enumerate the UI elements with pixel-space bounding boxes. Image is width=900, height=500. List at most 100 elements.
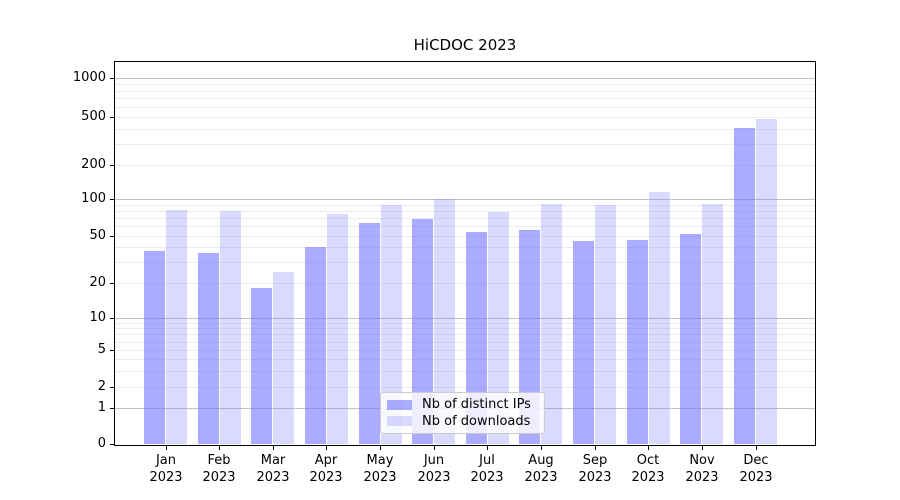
minor-gridline-50 [115,236,815,237]
x-tick-label-dec-2023: Dec 2023 [726,452,786,486]
bar-nb-of-distinct-ips-jun-2023 [412,218,434,444]
x-tick-year: 2023 [631,470,665,485]
x-tick-year: 2023 [417,470,451,485]
x-tick-year: 2023 [256,470,290,485]
y-tick-mark-10 [110,318,114,319]
x-tick-mark-8 [541,446,542,450]
minor-gridline-3 [115,371,815,372]
minor-gridline-700 [115,98,815,99]
bar-nb-of-downloads-may-2023 [380,205,402,444]
bar-nb-of-distinct-ips-dec-2023 [734,128,756,444]
x-tick-month: Aug [528,453,554,468]
y-tick-mark-100 [110,199,114,200]
x-tick-year: 2023 [309,470,343,485]
y-tick-label-200: 200 [81,157,106,172]
bar-nb-of-downloads-jun-2023 [434,198,456,444]
major-gridline-1000 [115,78,815,79]
x-tick-month: Mar [260,453,286,468]
x-tick-year: 2023 [578,470,612,485]
minor-gridline-200 [115,165,815,166]
y-tick-mark-200 [110,165,114,166]
x-tick-month: Oct [636,453,660,468]
legend-swatch-distinct-ips [387,399,412,410]
x-tick-mark-3 [273,446,274,450]
y-tick-label-5: 5 [97,342,106,357]
minor-gridline-9 [115,323,815,324]
minor-gridline-60 [115,226,815,227]
x-tick-label-nov-2023: Nov 2023 [672,452,732,486]
legend-swatch-downloads [387,416,412,427]
x-tick-mark-1 [166,446,167,450]
legend-item-distinct-ips: Nb of distinct IPs [387,397,536,412]
y-tick-mark-50 [110,236,114,237]
legend-item-downloads: Nb of downloads [387,414,536,429]
x-tick-year: 2023 [470,470,504,485]
bar-nb-of-distinct-ips-nov-2023 [680,233,702,444]
bar-nb-of-downloads-feb-2023 [219,210,241,444]
bar-nb-of-distinct-ips-sep-2023 [573,241,595,444]
x-tick-year: 2023 [202,470,236,485]
x-tick-label-sep-2023: Sep 2023 [565,452,625,486]
x-tick-month: May [366,453,394,468]
bar-nb-of-downloads-oct-2023 [648,192,670,444]
minor-gridline-70 [115,218,815,219]
bar-nb-of-downloads-mar-2023 [273,271,295,444]
minor-gridline-7 [115,334,815,335]
x-tick-label-feb-2023: Feb 2023 [189,452,249,486]
minor-gridline-4 [115,359,815,360]
x-tick-year: 2023 [739,470,773,485]
y-tick-mark-20 [110,283,114,284]
y-tick-mark-1000 [110,78,114,79]
legend-label-downloads: Nb of downloads [422,413,531,429]
x-tick-month: Sep [582,453,608,468]
y-tick-mark-5 [110,350,114,351]
x-tick-mark-7 [487,446,488,450]
y-tick-mark-1 [110,408,114,409]
minor-gridline-30 [115,262,815,263]
bar-nb-of-distinct-ips-mar-2023 [251,288,273,444]
y-tick-label-50: 50 [89,228,106,243]
x-tick-month: Apr [314,453,338,468]
y-tick-label-1: 1 [97,400,106,415]
minor-gridline-6 [115,342,815,343]
y-tick-label-1000: 1000 [72,70,106,85]
bar-nb-of-distinct-ips-feb-2023 [197,252,219,444]
x-tick-mark-5 [380,446,381,450]
bar-nb-of-downloads-aug-2023 [541,204,563,444]
x-tick-year: 2023 [149,470,183,485]
minor-gridline-900 [115,84,815,85]
y-tick-label-0: 0 [97,436,106,451]
x-tick-month: Feb [207,453,231,468]
bar-nb-of-distinct-ips-jan-2023 [144,251,165,444]
x-tick-year: 2023 [363,470,397,485]
x-tick-label-apr-2023: Apr 2023 [296,452,356,486]
y-tick-mark-0 [110,444,114,445]
bar-nb-of-downloads-sep-2023 [595,204,617,444]
major-gridline-100 [115,199,815,200]
y-tick-label-500: 500 [81,109,106,124]
y-tick-mark-2 [110,387,114,388]
bar-nb-of-distinct-ips-oct-2023 [626,240,648,444]
minor-gridline-300 [115,144,815,145]
bar-nb-of-distinct-ips-apr-2023 [304,247,326,444]
minor-gridline-400 [115,129,815,130]
minor-gridline-90 [115,205,815,206]
bar-nb-of-downloads-jan-2023 [166,210,187,444]
minor-gridline-20 [115,283,815,284]
bar-nb-of-distinct-ips-aug-2023 [519,229,541,444]
bar-nb-of-distinct-ips-may-2023 [358,222,380,444]
x-tick-mark-2 [219,446,220,450]
y-tick-label-100: 100 [81,191,106,206]
bar-nb-of-downloads-apr-2023 [326,213,348,444]
chart-title: HiCDOC 2023 [413,36,517,54]
bar-nb-of-downloads-nov-2023 [702,204,724,444]
x-tick-label-aug-2023: Aug 2023 [511,452,571,486]
x-tick-label-jan-2023: Jan 2023 [136,452,196,486]
x-tick-mark-4 [326,446,327,450]
legend-label-distinct-ips: Nb of distinct IPs [422,397,531,413]
y-tick-label-20: 20 [89,275,106,290]
minor-gridline-500 [115,117,815,118]
x-tick-year: 2023 [524,470,558,485]
x-tick-label-may-2023: May 2023 [350,452,410,486]
